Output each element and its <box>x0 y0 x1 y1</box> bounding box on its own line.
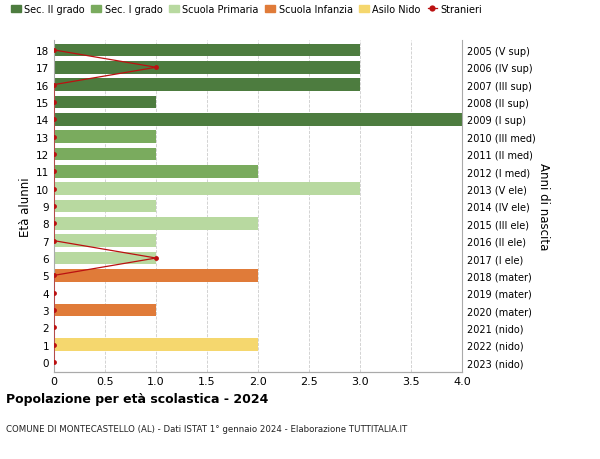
Bar <box>54 114 462 126</box>
Bar <box>54 148 156 161</box>
Bar <box>54 79 360 92</box>
Y-axis label: Anni di nascita: Anni di nascita <box>536 163 550 250</box>
Bar <box>54 218 258 230</box>
Text: Popolazione per età scolastica - 2024: Popolazione per età scolastica - 2024 <box>6 392 268 405</box>
Legend: Sec. II grado, Sec. I grado, Scuola Primaria, Scuola Infanzia, Asilo Nido, Stran: Sec. II grado, Sec. I grado, Scuola Prim… <box>11 5 482 15</box>
Bar <box>54 252 156 265</box>
Bar <box>54 235 156 247</box>
Bar <box>54 269 258 282</box>
Bar <box>54 131 156 144</box>
Bar <box>54 62 360 74</box>
Bar <box>54 304 156 317</box>
Bar <box>54 96 156 109</box>
Bar <box>54 183 360 196</box>
Bar <box>54 200 156 213</box>
Bar <box>54 339 258 351</box>
Text: COMUNE DI MONTECASTELLO (AL) - Dati ISTAT 1° gennaio 2024 - Elaborazione TUTTITA: COMUNE DI MONTECASTELLO (AL) - Dati ISTA… <box>6 425 407 434</box>
Bar <box>54 166 258 178</box>
Y-axis label: Età alunni: Età alunni <box>19 177 32 236</box>
Bar <box>54 45 360 57</box>
